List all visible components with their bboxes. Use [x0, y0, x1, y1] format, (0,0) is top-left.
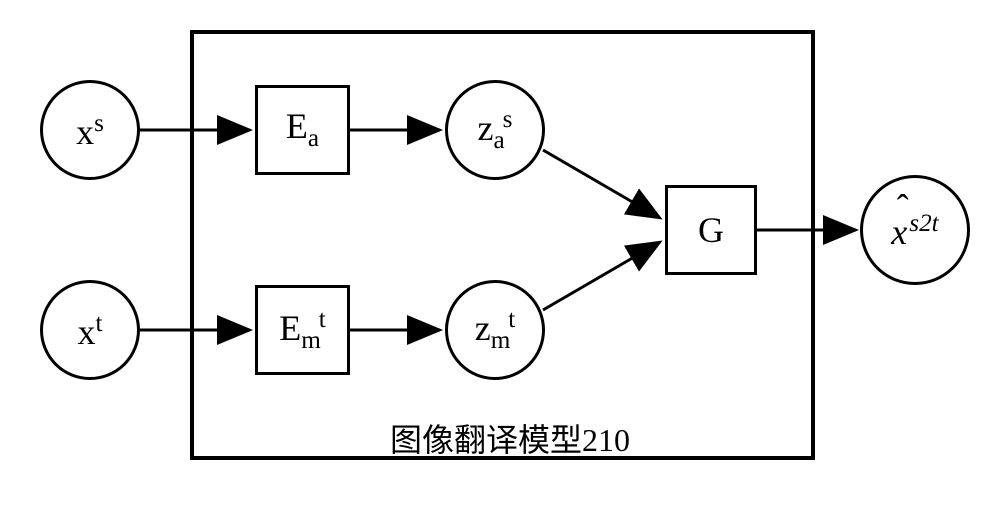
node-label-zas: zas: [478, 107, 513, 153]
node-label-xs: xs: [76, 111, 104, 150]
node-label-xhat: ˆxs2t: [891, 211, 938, 250]
node-zas: zas: [445, 80, 545, 180]
node-Emt: Emt: [255, 285, 350, 375]
model-caption: 图像翻译模型210: [390, 415, 630, 461]
node-Ea: Ea: [255, 85, 350, 175]
node-zmt: zmt: [445, 280, 545, 380]
node-label-zmt: zmt: [475, 307, 516, 353]
node-label-Emt: Emt: [279, 307, 326, 353]
diagram-canvas: xs xt Ea Emt zas zmt G ˆxs2t 图像翻译模型210: [0, 0, 1000, 513]
node-G: G: [665, 185, 757, 275]
node-xhat: ˆxs2t: [860, 175, 970, 285]
node-label-Ea: Ea: [286, 108, 319, 151]
node-label-xt: xt: [78, 311, 103, 350]
node-label-G: G: [698, 212, 724, 248]
node-xt: xt: [40, 280, 140, 380]
node-xs: xs: [40, 80, 140, 180]
